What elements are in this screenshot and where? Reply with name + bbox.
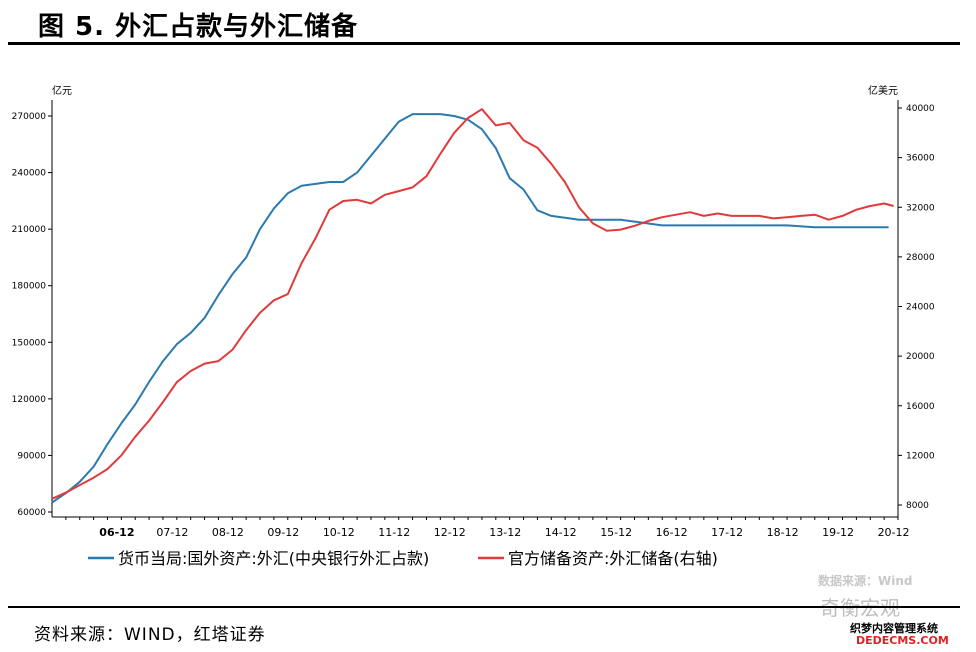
left-tick-label: 90000 bbox=[17, 451, 46, 461]
left-axis-unit: 亿元 bbox=[52, 84, 72, 97]
left-tick-label: 210000 bbox=[12, 225, 47, 235]
source-note: 资料来源：WIND，红塔证券 bbox=[34, 625, 266, 645]
left-tick-label: 60000 bbox=[17, 508, 46, 518]
x-tick-label: 08-12 bbox=[212, 526, 244, 539]
watermark-data-source: 数据来源：Wind bbox=[818, 574, 913, 588]
x-tick-label: 16-12 bbox=[656, 526, 688, 539]
x-tick-label: 14-12 bbox=[545, 526, 577, 539]
right-tick-label: 24000 bbox=[906, 303, 935, 313]
legend-label-fx-funds: 货币当局:国外资产:外汇(中央银行外汇占款) bbox=[118, 549, 429, 568]
title-rule bbox=[8, 42, 960, 45]
x-tick-label: 07-12 bbox=[156, 526, 188, 539]
left-tick-label: 120000 bbox=[12, 395, 47, 405]
figure-title: 图 5. 外汇占款与外汇储备 bbox=[38, 12, 359, 42]
series-line-fx-reserves bbox=[51, 108, 894, 500]
source-rule bbox=[8, 606, 960, 608]
right-tick-label: 16000 bbox=[906, 402, 935, 412]
right-tick-label: 12000 bbox=[906, 451, 935, 461]
x-tick-label: 18-12 bbox=[767, 526, 799, 539]
line-chart: 亿元 亿美元 60000 90000 120000 150000 180000 210000 2… bbox=[12, 84, 935, 568]
left-tick-label: 180000 bbox=[12, 282, 47, 292]
x-tick-label: 09-12 bbox=[267, 526, 299, 539]
x-tick-label: 19-12 bbox=[822, 526, 854, 539]
watermark-site-cn: 织梦内容管理系统 bbox=[850, 620, 938, 636]
watermark-account: 奇衡宏观 bbox=[820, 596, 900, 620]
x-tick-label: 10-12 bbox=[323, 526, 355, 539]
x-tick-label: 06-12 bbox=[99, 526, 134, 539]
left-tick-label: 150000 bbox=[12, 338, 47, 348]
watermark-site-en: DEDECMS.COM bbox=[856, 634, 949, 647]
right-tick-label: 32000 bbox=[906, 203, 935, 213]
chart-area: 亿元 亿美元 60000 90000 120000 150000 180000 210000 2… bbox=[12, 84, 935, 568]
x-tick-label: 11-12 bbox=[378, 526, 410, 539]
x-tick-label: 13-12 bbox=[489, 526, 521, 539]
right-tick-label: 40000 bbox=[906, 104, 935, 114]
right-tick-label: 28000 bbox=[906, 253, 935, 263]
right-tick-label: 36000 bbox=[906, 154, 935, 164]
legend-label-fx-reserves: 官方储备资产:外汇储备(右轴) bbox=[508, 549, 718, 568]
left-tick-label: 270000 bbox=[12, 112, 47, 122]
x-tick-label: 17-12 bbox=[711, 526, 743, 539]
x-tick-label: 12-12 bbox=[434, 526, 466, 539]
x-tick-label: 15-12 bbox=[600, 526, 632, 539]
series-line-fx-funds bbox=[51, 113, 889, 504]
x-tick-label: 20-12 bbox=[878, 526, 910, 539]
right-axis-unit: 亿美元 bbox=[868, 84, 898, 97]
right-tick-label: 8000 bbox=[906, 501, 929, 511]
left-tick-label: 240000 bbox=[12, 169, 47, 179]
right-tick-label: 20000 bbox=[906, 352, 935, 362]
